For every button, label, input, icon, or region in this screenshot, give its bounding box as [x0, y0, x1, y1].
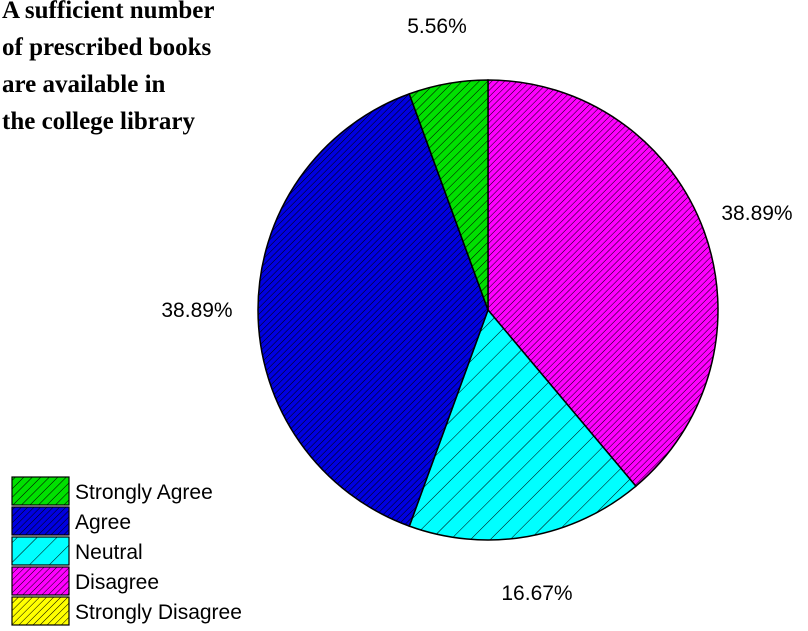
pie-slice-neutral [408, 308, 637, 541]
value-label-disagree: 38.89% [721, 202, 792, 225]
pie-slice-disagree [487, 79, 719, 488]
legend-label-strongly-agree: Strongly Agree [75, 481, 213, 504]
title-line-4: the college library [2, 108, 195, 135]
legend-item-agree: Agree [11, 506, 131, 536]
legend-swatch-agree [11, 506, 70, 536]
title-line-3: are available in [2, 71, 166, 98]
title-line-2: of prescribed books [2, 34, 212, 61]
chart-title: A sufficient number of prescribed books … [2, 0, 215, 135]
pie-slices [257, 79, 719, 541]
legend-label-strongly-disagree: Strongly Disagree [75, 601, 242, 624]
legend-swatch-neutral [11, 536, 70, 566]
legend-label-disagree: Disagree [75, 571, 159, 594]
legend-item-disagree: Disagree [11, 566, 159, 596]
legend: Strongly Agree Agree Neutral Disagree St… [11, 476, 242, 626]
value-label-neutral: 16.67% [501, 582, 572, 605]
legend-swatch-disagree [11, 566, 70, 596]
legend-item-strongly-agree: Strongly Agree [11, 476, 213, 506]
legend-label-neutral: Neutral [75, 541, 143, 564]
title-line-1: A sufficient number [2, 0, 215, 24]
value-label-agree: 38.89% [161, 299, 232, 322]
legend-swatch-strongly-disagree [11, 596, 70, 626]
pie-slice-agree [257, 92, 489, 528]
slice-value-labels: 5.56% 38.89% 16.67% 38.89% [161, 15, 792, 605]
legend-swatch-strongly-agree [11, 476, 70, 506]
legend-label-agree: Agree [75, 511, 131, 534]
legend-item-neutral: Neutral [11, 536, 143, 566]
value-label-strongly-agree: 5.56% [407, 15, 467, 38]
pie-slice-strongly-agree [408, 79, 489, 311]
legend-item-strongly-disagree: Strongly Disagree [11, 596, 242, 626]
